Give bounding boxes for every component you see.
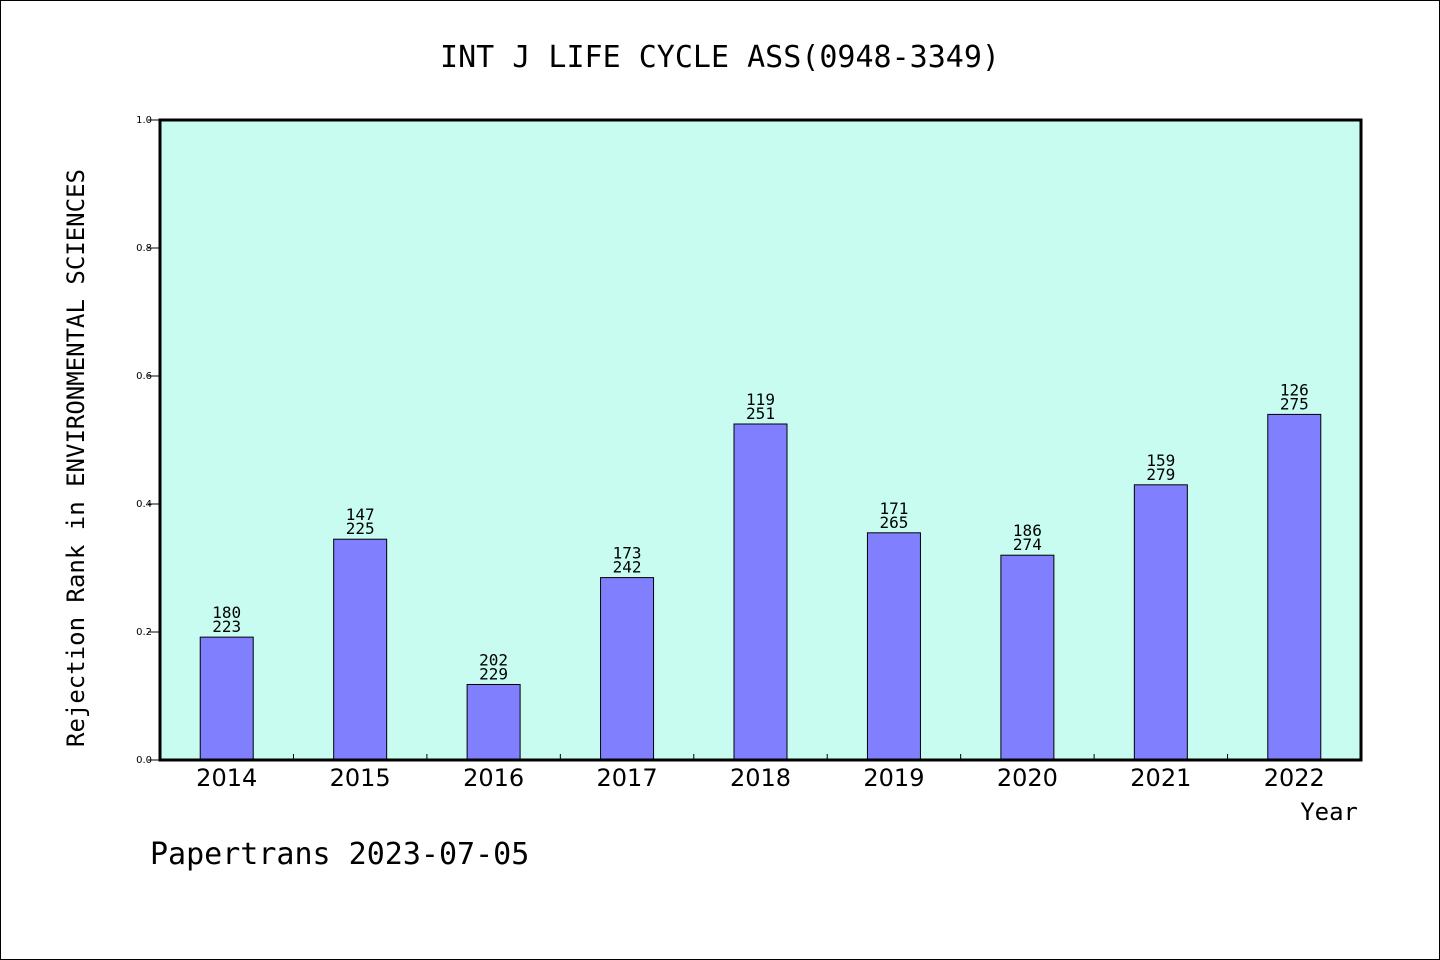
x-axis-ticks: 2014 2015 2016 2017 2018 2019 2020 2021 2022	[196, 754, 1325, 792]
bar-label-bottom-2015: 225	[346, 519, 375, 538]
bar-label-top-2014: 180	[212, 603, 241, 622]
bar-label-bottom-2020: 274	[1013, 535, 1042, 554]
x-tick-label-2022: 2022	[1264, 764, 1325, 792]
y-tick-label-0.6: 0.6	[136, 371, 152, 382]
bars-group	[199, 413, 1322, 761]
chart-title: INT J LIFE CYCLE ASS(0948-3349)	[440, 40, 1000, 75]
x-tick-label-2021: 2021	[1130, 764, 1191, 792]
y-tick-label-0.4: 0.4	[136, 499, 152, 510]
bar-2017	[600, 577, 655, 761]
bar-label-top-2020: 186	[1013, 521, 1042, 540]
x-tick-label-2018: 2018	[730, 764, 791, 792]
y-tick-label-0.8: 0.8	[136, 243, 152, 254]
bar-label-bottom-2021: 279	[1146, 465, 1175, 484]
bar-2022	[1267, 413, 1322, 761]
bar-label-top-2015: 147	[346, 505, 375, 524]
bar-label-bottom-2019: 265	[879, 513, 908, 532]
bar-label-top-2019: 171	[879, 499, 908, 518]
x-tick-label-2014: 2014	[196, 764, 257, 792]
bar-label-bottom-2016: 229	[479, 664, 508, 683]
bar-label-top-2017: 173	[613, 544, 642, 563]
bar-2018	[733, 423, 788, 761]
x-tick-label-2016: 2016	[463, 764, 524, 792]
bar-2014	[199, 636, 254, 761]
y-axis-label: Rejection Rank in ENVIRONMENTAL SCIENCES	[62, 169, 90, 747]
bar-label-bottom-2017: 242	[613, 558, 642, 577]
y-tick-label-0.0: 0.0	[136, 755, 152, 766]
y-tick-label-0.2: 0.2	[136, 627, 152, 638]
y-axis-ticks: 0.0 0.2 0.4 0.6 0.8 1.0	[136, 115, 160, 766]
bar-label-top-2021: 159	[1146, 451, 1175, 470]
footer-text: Papertrans 2023-07-05	[150, 837, 529, 872]
bar-label-top-2022: 126	[1280, 380, 1309, 399]
y-tick-label-1.0: 1.0	[136, 115, 152, 126]
bar-2021	[1133, 484, 1188, 761]
bar-label-top-2018: 119	[746, 390, 775, 409]
bar-2019	[866, 532, 921, 761]
plot-frame	[158, 118, 1363, 762]
bar-2016	[466, 683, 521, 761]
bar-2020	[1000, 554, 1055, 761]
bar-label-bottom-2018: 251	[746, 404, 775, 423]
bar-label-bottom-2022: 275	[1280, 394, 1309, 413]
bar-label-top-2016: 202	[479, 650, 508, 669]
x-tick-label-2020: 2020	[997, 764, 1058, 792]
x-tick-label-2015: 2015	[330, 764, 391, 792]
x-tick-label-2019: 2019	[863, 764, 924, 792]
bar-label-bottom-2014: 223	[212, 617, 241, 636]
x-axis-label: Year	[1300, 798, 1358, 826]
x-tick-label-2017: 2017	[597, 764, 658, 792]
bar-2015	[333, 538, 388, 761]
